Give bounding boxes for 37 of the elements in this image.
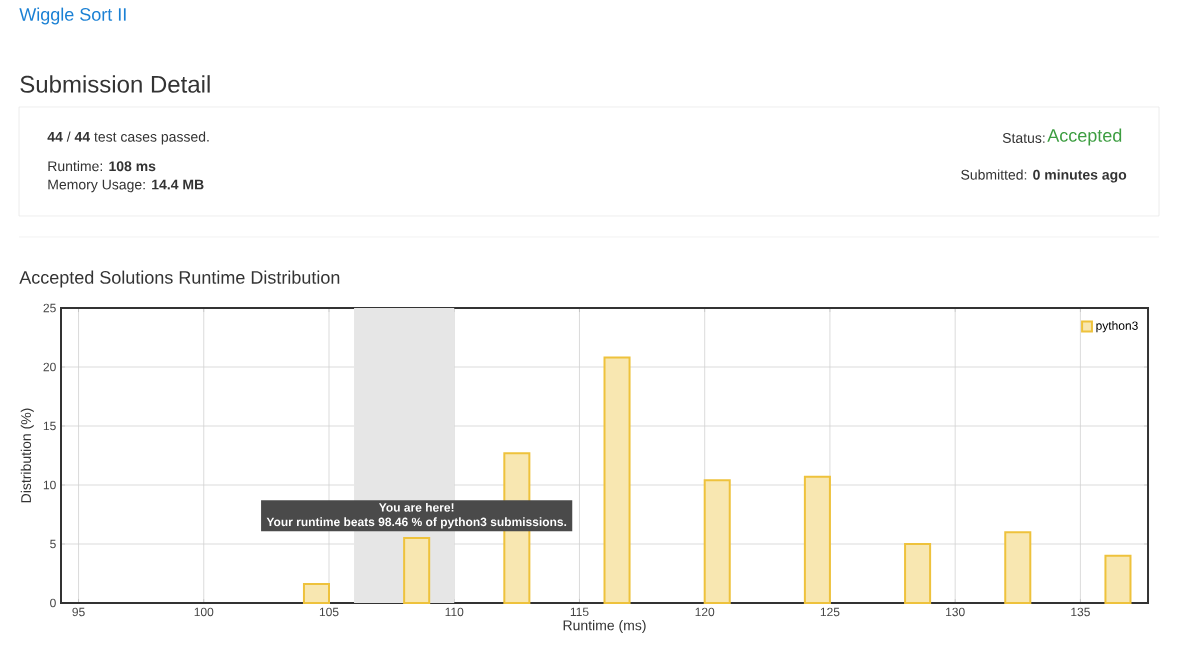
bar [803, 475, 831, 604]
x-tick-label: 95 [72, 607, 85, 617]
x-tick-label: 125 [820, 607, 840, 617]
y-tick-label: 25 [43, 303, 56, 313]
y-tick-label: 20 [43, 362, 56, 372]
y-axis-title: Distribution (%) [20, 408, 34, 503]
annotation: You are here! [378, 502, 454, 512]
bar [302, 583, 330, 604]
x-tick-label: 115 [570, 607, 589, 617]
bar [904, 543, 932, 604]
y-tick-label: 5 [50, 539, 56, 549]
annotation: Your runtime beats 98.46 % of python3 submissions. [266, 517, 567, 529]
y-tick-label: 10 [43, 480, 56, 490]
chart-title: Accepted Solutions Runtime Distribution [19, 270, 340, 288]
bar [403, 537, 431, 604]
x-tick-label: 120 [695, 607, 715, 617]
text: Runtime: 108 ms [48, 160, 156, 172]
bar [1104, 554, 1132, 604]
text: Submission Detail [20, 75, 210, 93]
text: Accepted [1047, 128, 1122, 146]
bar [703, 479, 731, 604]
x-tick-label: 135 [1071, 607, 1090, 617]
x-tick-label: 105 [319, 607, 339, 617]
text: Submitted: 0 minutes ago [961, 169, 1127, 183]
text: Wiggle Sort II [19, 7, 126, 25]
x-tick-label: 130 [946, 607, 965, 617]
y-tick-label: 15 [43, 421, 56, 431]
x-tick-label: 100 [194, 607, 214, 617]
legend-label: python3 [1096, 321, 1138, 333]
y-tick-label: 0 [50, 598, 56, 608]
bar [603, 356, 631, 604]
text: 44 / 44 test cases passed. [47, 131, 209, 145]
x-tick-label: 110 [445, 607, 464, 617]
x-axis-title: Runtime (ms) [563, 620, 646, 634]
text: Status: [1002, 133, 1045, 143]
text: Memory Usage: 14.4 MB [48, 179, 204, 193]
bar [1004, 531, 1032, 604]
